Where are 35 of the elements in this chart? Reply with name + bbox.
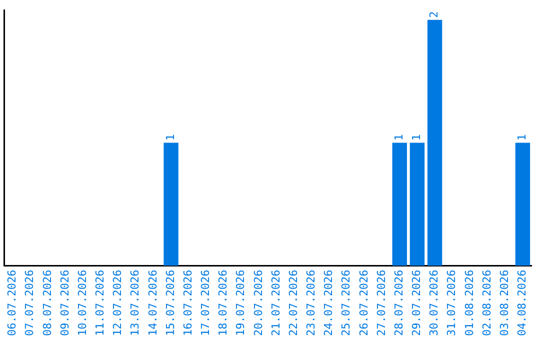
data-label: 1 <box>392 134 406 141</box>
x-tick-label: 22.07.2026 <box>286 270 300 336</box>
x-tick-label: 15.07.2026 <box>164 270 177 336</box>
x-tick-label: 10.07.2026 <box>76 270 89 336</box>
x-tick-label: 12.07.2026 <box>111 270 124 336</box>
x-tick-label: 24.07.2026 <box>322 270 336 336</box>
x-tick-label: 31.07.2026 <box>445 270 458 336</box>
x-tick-label: 16.07.2026 <box>181 270 194 336</box>
x-tick-label: 25.07.2026 <box>340 270 353 336</box>
x-tick-label: 07.07.2026 <box>23 270 36 336</box>
data-label: 1 <box>164 134 177 141</box>
data-label: 1 <box>516 134 529 141</box>
x-tick-label: 03.08.2026 <box>498 270 511 336</box>
x-tick-label: 06.07.2026 <box>6 270 19 336</box>
x-tick-label: 23.07.2026 <box>304 270 318 336</box>
x-tick-label: 20.07.2026 <box>252 270 265 336</box>
x-tick-label: 09.07.2026 <box>58 270 72 336</box>
x-tick-label: 29.07.2026 <box>410 270 424 336</box>
x-tick-label: 26.07.2026 <box>357 270 370 336</box>
x-tick-label: 18.07.2026 <box>216 270 230 336</box>
x-tick-label: 04.08.2026 <box>516 270 529 336</box>
x-tick-label: 14.07.2026 <box>146 270 160 336</box>
x-tick-label: 27.07.2026 <box>374 270 388 336</box>
x-tick-label: 01.08.2026 <box>462 270 476 336</box>
x-tick-label: 28.07.2026 <box>392 270 406 336</box>
x-tick-label: 11.07.2026 <box>94 270 107 336</box>
data-label: 2 <box>428 11 441 18</box>
x-tick-label: 19.07.2026 <box>234 270 248 336</box>
x-tick-label: 21.07.2026 <box>269 270 282 336</box>
x-tick-label: 13.07.2026 <box>128 270 142 336</box>
data-label: 1 <box>410 134 424 141</box>
x-tick-label: 02.08.2026 <box>480 270 494 336</box>
x-tick-label: 08.07.2026 <box>40 270 54 336</box>
x-tick-label: 17.07.2026 <box>199 270 212 336</box>
x-tick-label: 30.07.2026 <box>428 270 441 336</box>
